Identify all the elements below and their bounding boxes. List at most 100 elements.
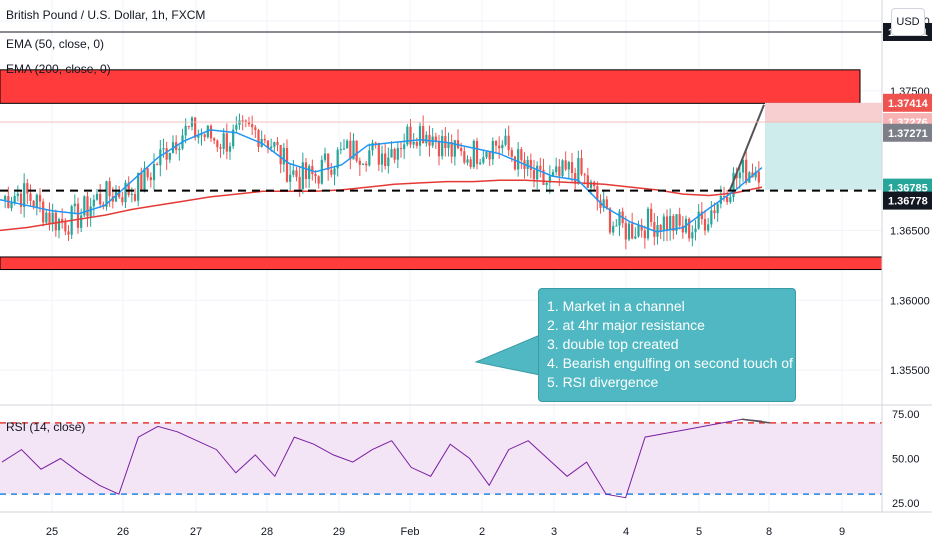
analysis-note[interactable]: 1. Market in a channel 2. at 4hr major r…: [538, 288, 816, 402]
candle: [577, 158, 580, 184]
candle: [127, 182, 130, 195]
candle: [485, 152, 488, 158]
candle: [393, 149, 396, 160]
time-tick-label: 25: [46, 526, 58, 538]
candle: [567, 162, 570, 170]
candle: [108, 181, 111, 197]
candle: [688, 218, 691, 239]
candle: [634, 236, 637, 239]
candle: [152, 164, 156, 181]
candle: [415, 141, 418, 146]
candle: [602, 199, 605, 208]
candle: [434, 136, 437, 142]
time-tick-label: 9: [839, 526, 845, 538]
time-tick-label: 29: [333, 526, 345, 538]
trend-line: [729, 104, 765, 191]
candle: [441, 136, 444, 157]
candle: [532, 169, 536, 180]
candle: [469, 159, 472, 168]
symbol-title[interactable]: British Pound / U.S. Dollar, 1h, FXCM: [6, 8, 206, 22]
candle: [450, 141, 453, 157]
candle: [26, 183, 29, 194]
rsi-legend[interactable]: RSI (14, close): [6, 420, 86, 434]
ema50-legend[interactable]: EMA (50, close, 0): [6, 37, 105, 51]
rsi-tick-label: 75.00: [892, 409, 920, 421]
candles[interactable]: [4, 113, 760, 250]
candle: [301, 162, 304, 190]
ema200-legend[interactable]: EMA (200, close, 0): [6, 62, 111, 76]
candle: [710, 210, 713, 225]
candle: [73, 203, 76, 207]
support-zone: [0, 256, 883, 271]
candle: [570, 162, 574, 174]
candle: [608, 208, 612, 233]
candle: [140, 172, 143, 192]
candle: [159, 149, 162, 166]
candle: [437, 141, 441, 157]
candle: [653, 222, 656, 237]
candle: [510, 150, 513, 157]
candle: [99, 193, 102, 205]
candle: [691, 232, 694, 239]
candle: [479, 162, 482, 164]
candle: [453, 140, 456, 157]
price-label-bg: [883, 191, 932, 210]
note-line: 4. Bearish engulfing on second touch of …: [547, 355, 816, 371]
candle: [95, 193, 99, 200]
candle: [48, 212, 51, 224]
candle: [292, 170, 295, 175]
price-tick-label: 1.36500: [890, 225, 930, 237]
candle: [707, 224, 710, 231]
candle: [285, 147, 289, 182]
candle: [656, 225, 659, 237]
candle: [580, 158, 583, 175]
candle: [352, 140, 355, 160]
candle: [732, 172, 735, 198]
candle: [64, 221, 67, 232]
candle: [494, 140, 498, 146]
candle: [270, 146, 273, 149]
candle: [317, 176, 320, 184]
candle: [482, 157, 485, 163]
time-tick-label: 28: [261, 526, 273, 538]
candle: [504, 135, 507, 145]
candle: [513, 156, 517, 170]
candle: [463, 151, 466, 163]
time-tick-label: 5: [696, 526, 702, 538]
candle: [703, 218, 707, 231]
candle: [548, 176, 551, 183]
candle: [16, 193, 19, 196]
candle: [295, 170, 298, 177]
rsi-line: [1, 418, 763, 499]
candle: [342, 148, 346, 150]
candle: [646, 208, 650, 239]
candle: [143, 168, 146, 192]
candle: [526, 159, 529, 169]
candle: [266, 140, 270, 149]
candle: [615, 225, 618, 227]
candle: [162, 148, 165, 150]
candle: [583, 174, 586, 176]
candle: [729, 197, 732, 203]
rsi-pane[interactable]: [0, 404, 932, 499]
candle: [574, 173, 577, 184]
candle: [713, 210, 716, 214]
rsi-tick-label: 25.00: [892, 498, 920, 510]
candle: [498, 145, 501, 149]
candle: [339, 149, 342, 151]
candle: [694, 228, 697, 233]
currency-button[interactable]: USD: [891, 8, 925, 36]
stop-loss-zone: [765, 102, 882, 123]
candle: [124, 182, 127, 203]
candle: [675, 214, 678, 231]
candle: [589, 181, 593, 188]
candle: [555, 166, 558, 173]
candle: [618, 211, 621, 226]
candle: [216, 140, 219, 148]
horizontal-lines[interactable]: [0, 31, 882, 376]
candle: [23, 183, 26, 207]
candle: [54, 212, 57, 231]
candle: [558, 166, 561, 176]
